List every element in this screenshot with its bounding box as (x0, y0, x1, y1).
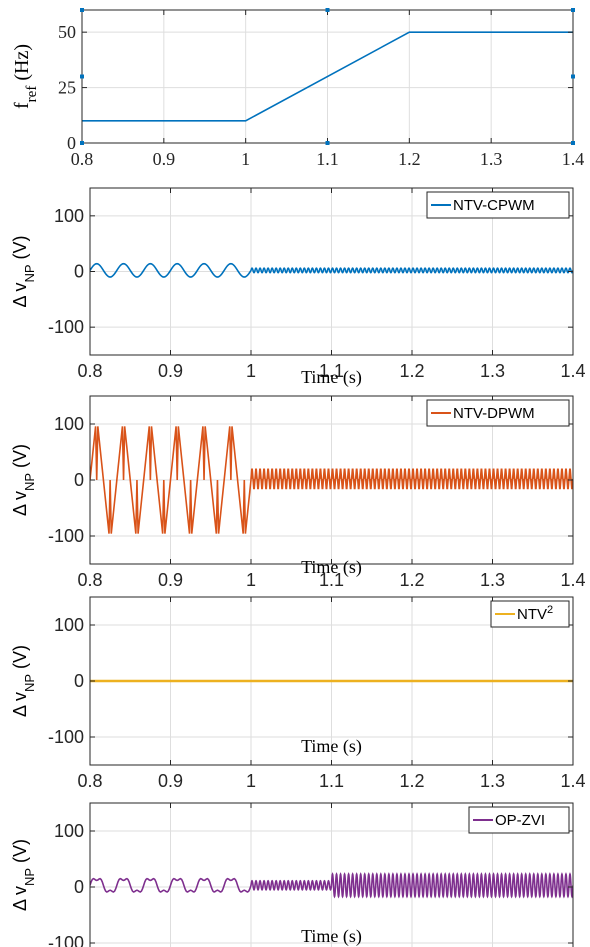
y-tick-label: 50 (58, 22, 76, 42)
x-tick-label: 1.4 (562, 149, 585, 169)
series-line (90, 262, 573, 278)
x-tick-label: 1.1 (319, 771, 344, 791)
frame-marker (571, 8, 575, 12)
y-tick-label: -100 (48, 526, 84, 546)
y-axis-label: Δ vNP (V) (10, 235, 37, 307)
frame-marker (80, 141, 84, 145)
x-tick-label: 1.3 (480, 771, 505, 791)
legend-entry: NTV2 (517, 604, 553, 623)
legend: OP-ZVI (468, 806, 570, 834)
x-tick-label: 1.4 (560, 570, 585, 590)
x-axis-label: Time (s) (301, 926, 362, 947)
x-tick-label: 0.8 (77, 771, 102, 791)
x-axis-label: Time (s) (301, 367, 362, 388)
x-tick-label: 0.8 (71, 149, 94, 169)
y-tick-label: -100 (48, 317, 84, 337)
frame-marker (571, 74, 575, 79)
x-tick-label: 1 (246, 570, 256, 590)
x-tick-label: 1.2 (398, 149, 421, 169)
y-tick-label: 0 (67, 133, 76, 153)
frame-marker (80, 74, 84, 79)
x-tick-label: 1 (246, 771, 256, 791)
y-tick-label: 100 (54, 615, 84, 635)
legend: NTV2 (490, 600, 570, 628)
y-tick-label: 100 (54, 414, 84, 434)
y-axis-label: Δ vNP (V) (10, 645, 37, 717)
x-tick-label: 1 (246, 361, 256, 381)
x-tick-label: 1.2 (399, 361, 424, 381)
x-tick-label: 1.4 (560, 361, 585, 381)
y-axis-label: fref (Hz) (11, 44, 40, 109)
x-axis-label: Time (s) (301, 736, 362, 757)
frame-marker (80, 8, 84, 12)
x-tick-label: 1.3 (480, 570, 505, 590)
series-line (90, 872, 573, 899)
legend-entry: NTV-DPWM (453, 405, 535, 422)
series-line (90, 426, 573, 534)
y-tick-label: 0 (74, 671, 84, 691)
frame-marker (571, 141, 575, 145)
x-tick-label: 0.9 (153, 149, 176, 169)
y-tick-label: 0 (74, 262, 84, 282)
y-tick-label: 100 (54, 206, 84, 226)
x-axis-label: Time (s) (301, 557, 362, 578)
legend: NTV-DPWM (426, 399, 570, 427)
y-tick-label: 100 (54, 821, 84, 841)
y-tick-label: 0 (74, 470, 84, 490)
series-line (82, 31, 573, 122)
x-tick-label: 1.2 (399, 570, 424, 590)
x-tick-label: 0.9 (158, 361, 183, 381)
legend-box (468, 806, 570, 834)
x-tick-label: 1 (241, 149, 250, 169)
x-tick-label: 0.8 (77, 570, 102, 590)
y-tick-label: 0 (74, 877, 84, 897)
legend-entry: NTV-CPWM (453, 197, 535, 214)
y-tick-label: -100 (48, 727, 84, 747)
y-tick-label: -100 (48, 933, 84, 947)
legend-entry: OP-ZVI (495, 812, 545, 829)
chart-4: 0.8 0.9 1 1.1 1.2 1.3 1.4 100 0 -100 Time (s) Δ vNP… (10, 596, 586, 791)
x-tick-label: 1.4 (560, 771, 585, 791)
x-tick-label: 1.1 (319, 361, 344, 381)
x-tick-label: 1.1 (316, 149, 339, 169)
x-tick-label: 1.2 (399, 771, 424, 791)
x-tick-label: 1.3 (480, 149, 503, 169)
y-tick-label: 25 (58, 78, 76, 98)
chart-2: 0.8 0.9 1 1.1 1.2 1.3 1.4 100 0 -100 Time (s) Δ vNP… (10, 187, 586, 388)
y-axis-label: Δ vNP (V) (10, 444, 37, 516)
y-axis-label: Δ vNP (V) (10, 839, 37, 911)
chart-1: 0.80.911.11.21.31.402550Time (s)fref (Hz… (11, 8, 584, 208)
x-tick-label: 1.3 (480, 361, 505, 381)
chart-3: 0.8 0.9 1 1.1 1.2 1.3 1.4 100 0 -100 Time (s) Δ vNP… (10, 395, 586, 590)
frame-marker (325, 141, 330, 145)
x-tick-label: 0.8 (77, 361, 102, 381)
x-tick-label: 1.1 (319, 570, 344, 590)
x-tick-label: 0.9 (158, 771, 183, 791)
chart-5: 100 0 -100 Time (s) Δ vNP (V) OP-ZVI (10, 802, 574, 947)
frame-marker (325, 8, 330, 12)
legend: NTV-CPWM (426, 191, 570, 219)
x-tick-label: 0.9 (158, 570, 183, 590)
